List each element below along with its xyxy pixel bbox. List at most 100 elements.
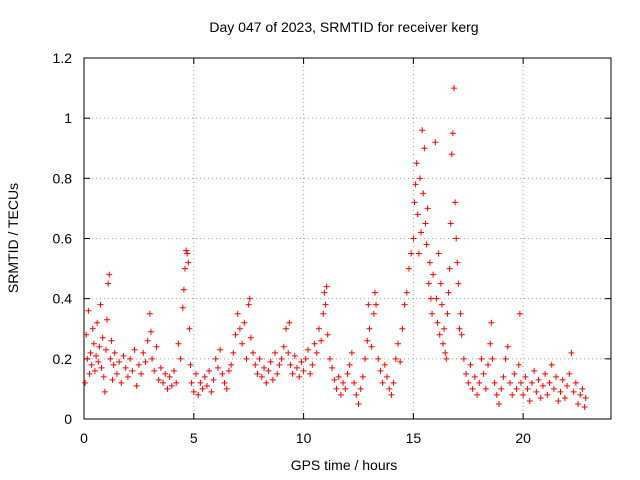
- x-axis-label: GPS time / hours: [291, 457, 398, 473]
- x-tick-label: 15: [406, 430, 422, 446]
- data-point: [267, 358, 274, 365]
- data-point: [91, 367, 98, 374]
- data-point: [524, 385, 531, 392]
- data-point: [411, 199, 418, 206]
- data-point: [555, 397, 562, 404]
- data-point: [399, 325, 406, 332]
- data-point: [482, 385, 489, 392]
- data-point: [491, 379, 498, 386]
- data-point: [180, 286, 187, 293]
- y-tick-label: 0.8: [53, 170, 73, 186]
- data-point: [296, 373, 303, 380]
- data-point: [183, 247, 190, 254]
- data-point: [454, 259, 461, 266]
- data-point: [447, 220, 454, 227]
- data-point: [337, 391, 344, 398]
- data-point: [395, 340, 402, 347]
- x-tick-label: 5: [190, 430, 198, 446]
- data-point: [155, 376, 162, 383]
- data-point: [173, 379, 180, 386]
- data-point: [392, 355, 399, 362]
- data-point: [437, 280, 444, 287]
- data-point: [106, 271, 113, 278]
- data-point: [405, 265, 412, 272]
- data-point: [412, 181, 419, 188]
- data-point: [359, 373, 366, 380]
- data-point: [256, 355, 263, 362]
- data-point: [84, 355, 91, 362]
- data-point: [323, 283, 330, 290]
- data-point: [309, 361, 316, 368]
- data-point: [526, 397, 533, 404]
- data-point: [177, 355, 184, 362]
- data-point: [469, 385, 476, 392]
- data-point: [544, 391, 551, 398]
- data-point: [438, 301, 445, 308]
- data-point: [131, 346, 138, 353]
- data-point: [258, 373, 265, 380]
- data-point: [83, 331, 90, 338]
- data-point: [351, 379, 358, 386]
- data-point: [186, 325, 193, 332]
- data-point: [489, 355, 496, 362]
- data-point: [300, 367, 307, 374]
- data-point: [95, 358, 102, 365]
- data-point: [104, 316, 111, 323]
- data-point: [516, 310, 523, 317]
- data-point: [192, 370, 199, 377]
- data-point: [82, 379, 89, 386]
- data-point: [214, 364, 221, 371]
- data-point: [522, 373, 529, 380]
- data-point: [120, 352, 127, 359]
- data-point: [415, 250, 422, 257]
- data-point: [261, 364, 268, 371]
- data-point: [221, 379, 228, 386]
- data-point: [453, 235, 460, 242]
- data-point: [419, 127, 426, 134]
- data-point: [561, 394, 568, 401]
- data-point: [188, 379, 195, 386]
- data-point: [166, 373, 173, 380]
- data-point: [133, 382, 140, 389]
- data-point: [105, 280, 112, 287]
- data-point: [85, 307, 92, 314]
- data-point: [89, 325, 96, 332]
- data-point: [285, 349, 292, 356]
- y-tick-label: 0: [64, 411, 72, 427]
- data-point: [460, 355, 467, 362]
- data-point: [401, 301, 408, 308]
- data-point: [315, 325, 322, 332]
- data-point: [144, 337, 151, 344]
- data-point: [149, 355, 156, 362]
- data-point: [160, 379, 167, 386]
- data-point: [579, 385, 586, 392]
- data-point: [577, 391, 584, 398]
- data-point: [435, 250, 442, 257]
- data-point: [304, 346, 311, 353]
- data-point: [546, 379, 553, 386]
- data-point: [118, 379, 125, 386]
- data-point: [487, 340, 494, 347]
- data-point: [375, 355, 382, 362]
- data-point: [418, 229, 425, 236]
- data-point: [424, 205, 431, 212]
- data-point: [476, 379, 483, 386]
- data-point: [427, 295, 434, 302]
- data-point: [550, 385, 557, 392]
- data-point: [570, 388, 577, 395]
- data-point: [318, 337, 325, 344]
- data-point: [93, 352, 100, 359]
- data-point: [430, 271, 437, 278]
- data-point: [241, 319, 248, 326]
- data-point: [157, 364, 164, 371]
- data-point: [511, 370, 518, 377]
- data-point: [386, 385, 393, 392]
- data-point: [111, 349, 118, 356]
- data-point: [274, 370, 281, 377]
- data-point: [98, 364, 105, 371]
- data-point: [450, 85, 457, 92]
- data-point: [151, 367, 158, 374]
- data-point: [474, 391, 481, 398]
- data-point: [564, 382, 571, 389]
- data-point: [410, 235, 417, 242]
